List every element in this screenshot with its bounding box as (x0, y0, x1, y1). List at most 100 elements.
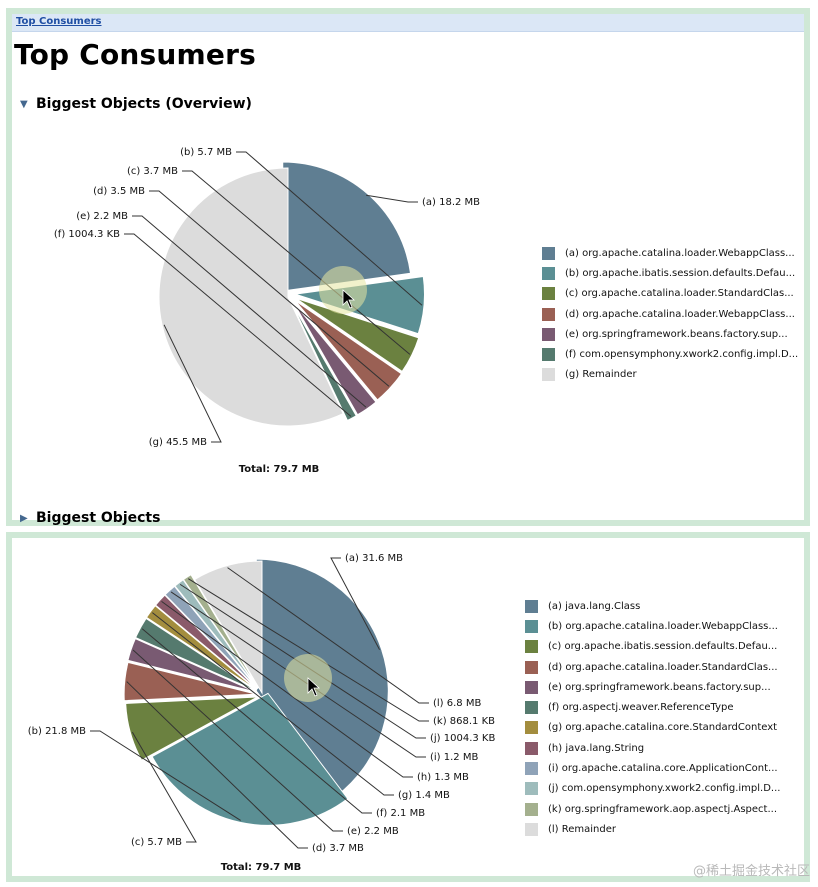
legend-label: (c) org.apache.ibatis.session.defaults.D… (548, 641, 778, 653)
legend-item[interactable]: (a) java.lang.Class (525, 596, 780, 616)
pie-slice-e[interactable] (127, 638, 257, 693)
pie-slice-b[interactable] (151, 692, 349, 826)
pie-slice-l[interactable] (193, 560, 263, 695)
pie-slice-f[interactable] (291, 303, 357, 422)
leader-line (124, 233, 352, 417)
pie-chart-biggest-objects: (a) 31.6 MB (b) 21.8 MB (c) 5.7 MB (d) 3.7 … (28, 553, 496, 873)
pie-slice-g[interactable] (145, 604, 258, 691)
leader-line (131, 731, 197, 843)
pie-slice-f[interactable] (134, 617, 257, 692)
slice-label: (d) 3.7 MB (312, 843, 364, 854)
legend-item[interactable]: (j) com.opensymphony.xwork2.config.impl.… (525, 779, 780, 799)
legend-item[interactable]: (b) org.apache.catalina.loader.WebappCla… (525, 616, 780, 636)
mouse-cursor-icon (307, 677, 321, 697)
legend-item[interactable]: (k) org.springframework.aop.aspectj.Aspe… (525, 799, 780, 819)
leader-line (227, 567, 429, 704)
biggest-objects-panel: (a) 31.6 MB (b) 21.8 MB (c) 5.7 MB (d) 3.7 … (6, 532, 810, 882)
breadcrumb-link-top-consumers[interactable]: Top Consumers (16, 16, 102, 27)
legend-label: (b) org.apache.ibatis.session.defaults.D… (565, 267, 796, 279)
legend-item[interactable]: (d) org.apache.catalina.loader.WebappCla… (542, 304, 798, 324)
leader-line (366, 194, 418, 203)
legend-label: (a) org.apache.catalina.loader.WebappCla… (565, 247, 795, 259)
legend-item[interactable]: (e) org.springframework.beans.factory.su… (542, 324, 798, 344)
legend-label: (j) com.opensymphony.xwork2.config.impl.… (548, 783, 781, 795)
chart-total: Total: 79.7 MB (221, 862, 302, 873)
slice-label: (b) 21.8 MB (28, 726, 86, 737)
slice-label: (e) 2.2 MB (347, 826, 399, 837)
legend-swatch (525, 680, 538, 694)
legend-swatch (525, 762, 538, 776)
pie-slice-e[interactable] (293, 302, 377, 416)
legend-item[interactable]: (d) org.apache.catalina.loader.StandardC… (525, 657, 780, 677)
legend-swatch (525, 660, 538, 674)
chevron-right-icon: ▶ (20, 512, 28, 524)
legend-label: (g) Remainder (565, 369, 637, 381)
legend-swatch (525, 741, 538, 755)
slice-label: (f) 1004.3 KB (54, 229, 120, 240)
slice-label: (a) 31.6 MB (345, 553, 403, 564)
slice-label: (l) 6.8 MB (433, 698, 481, 709)
leader-line (170, 591, 426, 758)
legend-label: (i) org.apache.catalina.core.Application… (548, 763, 778, 775)
leader-line (179, 583, 426, 739)
pie-slice-h[interactable] (154, 594, 258, 690)
legend-swatch (525, 640, 538, 654)
slice-label: (a) 18.2 MB (422, 197, 480, 208)
legend-overview: (a) org.apache.catalina.loader.WebappCla… (542, 243, 798, 385)
page-title: Top Consumers (14, 38, 256, 71)
leader-line (141, 628, 372, 814)
legend-swatch (542, 266, 555, 280)
leader-line (149, 190, 390, 387)
legend-swatch (542, 307, 555, 321)
legend-swatch (525, 701, 538, 715)
pie-slice-c[interactable] (295, 297, 420, 373)
pie-slice-k[interactable] (182, 574, 259, 689)
section-toggle-biggest-objects[interactable]: ▶ Biggest Objects (20, 510, 160, 526)
pie-slice-d[interactable] (294, 300, 403, 401)
slice-label: (g) 1.4 MB (398, 790, 450, 801)
section-toggle-overview[interactable]: ▼ Biggest Objects (Overview) (20, 96, 252, 112)
legend-item[interactable]: (g) org.apache.catalina.core.StandardCon… (525, 718, 780, 738)
legend-item[interactable]: (b) org.apache.ibatis.session.defaults.D… (542, 263, 798, 283)
leader-line (152, 612, 394, 796)
slice-label: (e) 2.2 MB (76, 211, 128, 222)
leader-line (132, 215, 367, 408)
legend-item[interactable]: (h) java.lang.String (525, 738, 780, 758)
leader-line (188, 578, 429, 722)
slice-label: (d) 3.5 MB (93, 186, 145, 197)
legend-item[interactable]: (c) org.apache.catalina.loader.StandardC… (542, 284, 798, 304)
pie-slice-a[interactable] (282, 161, 412, 292)
chevron-down-icon: ▼ (20, 98, 28, 110)
legend-label: (b) org.apache.catalina.loader.WebappCla… (548, 620, 778, 632)
slice-label: (g) 45.5 MB (149, 437, 207, 448)
legend-swatch (525, 599, 538, 613)
legend-swatch (525, 721, 538, 735)
legend-swatch (542, 348, 555, 362)
legend-swatch (542, 368, 555, 382)
chart-total: Total: 79.7 MB (239, 464, 320, 475)
legend-item[interactable]: (i) org.apache.catalina.core.Application… (525, 758, 780, 778)
slice-label: (k) 868.1 KB (433, 716, 495, 727)
legend-biggest-objects: (a) java.lang.Class (b) org.apache.catali… (525, 596, 780, 840)
legend-label: (f) org.aspectj.weaver.ReferenceType (548, 702, 734, 714)
legend-item[interactable]: (f) com.opensymphony.xwork2.config.impl.… (542, 344, 798, 364)
legend-item[interactable]: (c) org.apache.ibatis.session.defaults.D… (525, 637, 780, 657)
pie-chart-overview: (a) 18.2 MB (b) 5.7 MB(c) 3.7 MB (d) 3.5 M… (54, 147, 480, 475)
watermark: @稀土掘金技术社区 (692, 864, 810, 879)
legend-item[interactable]: (l) Remainder (525, 819, 780, 839)
slice-label: (c) 5.7 MB (131, 837, 182, 848)
legend-label: (h) java.lang.String (548, 742, 645, 754)
slice-label: (h) 1.3 MB (417, 772, 469, 783)
section-title: Biggest Objects (36, 510, 161, 526)
pie-slice-g[interactable] (158, 167, 344, 427)
slice-label: (j) 1004.3 KB (430, 733, 495, 744)
legend-swatch (525, 619, 538, 633)
legend-item[interactable]: (g) Remainder (542, 365, 798, 385)
leader-line (236, 151, 423, 306)
mouse-cursor-icon (342, 289, 356, 309)
slice-label: (f) 2.1 MB (376, 808, 425, 819)
legend-item[interactable]: (e) org.springframework.beans.factory.su… (525, 677, 780, 697)
legend-item[interactable]: (f) org.aspectj.weaver.ReferenceType (525, 697, 780, 717)
legend-swatch (542, 327, 555, 341)
legend-item[interactable]: (a) org.apache.catalina.loader.WebappCla… (542, 243, 798, 263)
